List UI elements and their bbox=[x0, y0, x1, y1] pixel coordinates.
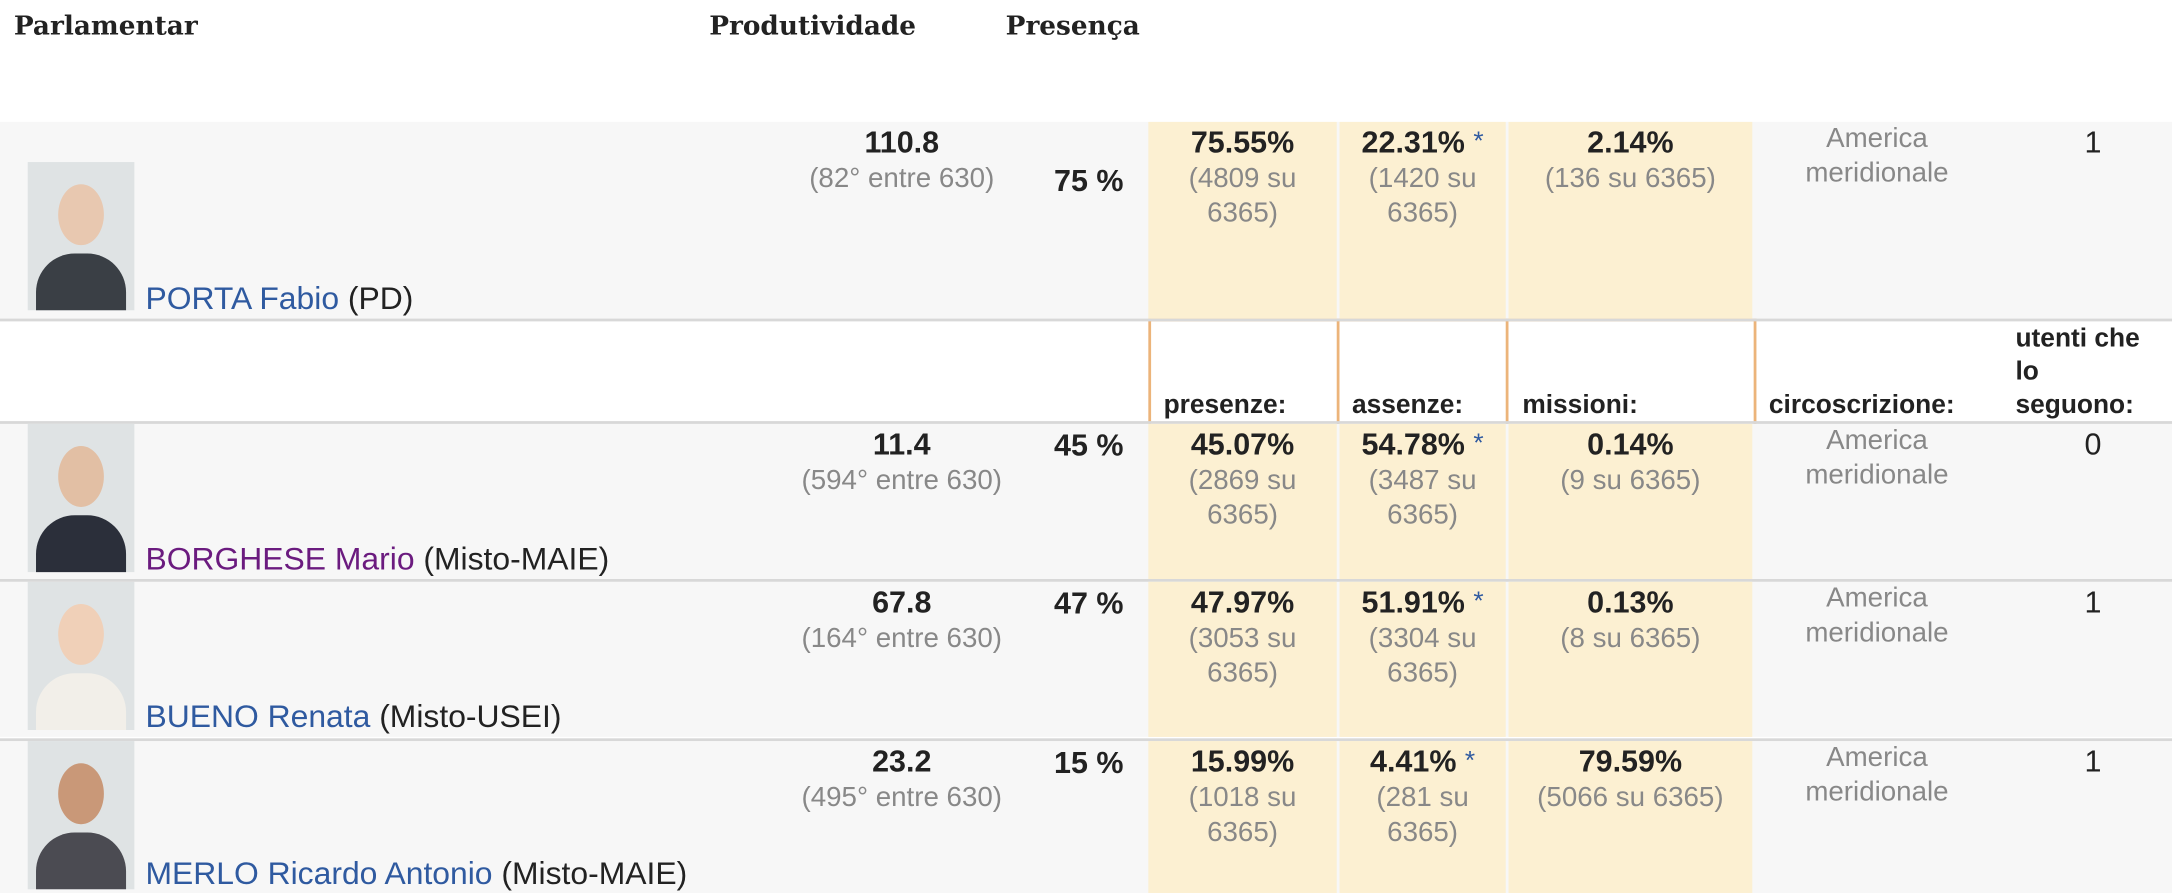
member-name: MERLO Ricardo Antonio (Misto-MAIE) bbox=[145, 855, 687, 892]
missioni-pct: 2.14% bbox=[1508, 125, 1752, 161]
label-circoscrizione: circoscrizione: bbox=[1769, 389, 1955, 422]
presenze-pct: 47.97% bbox=[1148, 585, 1336, 621]
photo-head bbox=[58, 446, 104, 507]
circoscrizione: America meridionale bbox=[1787, 424, 1967, 493]
followers: 1 bbox=[2036, 125, 2150, 161]
assenze-detail: (1420 su 6365) bbox=[1353, 162, 1492, 231]
label-presenze: presenze: bbox=[1164, 389, 1287, 422]
header-parlamentar[interactable]: Parlamentar bbox=[14, 11, 198, 41]
photo-body bbox=[36, 673, 126, 730]
productivity: 11.4 bbox=[763, 427, 1040, 463]
photo-body bbox=[36, 833, 126, 890]
assenze-mark[interactable]: * bbox=[1473, 429, 1483, 458]
photo-head bbox=[58, 763, 104, 824]
presenze-detail: (2869 su 6365) bbox=[1173, 464, 1312, 533]
label-assenze: assenze: bbox=[1352, 389, 1463, 422]
table: Parlamentar Produtividade Presença prese… bbox=[0, 0, 2172, 893]
missioni-detail: (9 su 6365) bbox=[1508, 464, 1752, 499]
row-separator bbox=[0, 319, 2172, 322]
productivity-rank: (82° entre 630) bbox=[763, 162, 1040, 197]
assenze-pct: 4.41% * bbox=[1339, 744, 1505, 780]
productivity-rank: (164° entre 630) bbox=[763, 622, 1040, 657]
assenze-pct: 22.31% * bbox=[1339, 125, 1505, 161]
member-name: PORTA Fabio (PD) bbox=[145, 280, 413, 317]
presenze-pct: 75.55% bbox=[1148, 125, 1336, 161]
assenze-mark[interactable]: * bbox=[1473, 127, 1483, 156]
label-missioni: missioni: bbox=[1522, 389, 1638, 422]
header-produtividade[interactable]: Produtividade bbox=[709, 11, 916, 41]
presence: 75 % bbox=[1033, 163, 1144, 199]
member-party: (Misto-MAIE) bbox=[423, 540, 609, 576]
member-link[interactable]: BUENO Renata bbox=[145, 698, 370, 734]
followers: 1 bbox=[2036, 585, 2150, 621]
member-name: BORGHESE Mario (Misto-MAIE) bbox=[145, 540, 609, 577]
photo[interactable] bbox=[28, 162, 135, 310]
member-link[interactable]: BORGHESE Mario bbox=[145, 540, 414, 576]
photo[interactable] bbox=[28, 741, 135, 889]
productivity: 110.8 bbox=[763, 125, 1040, 161]
header-presenca[interactable]: Presença bbox=[1006, 11, 1140, 41]
assenze-detail: (3487 su 6365) bbox=[1353, 464, 1492, 533]
photo[interactable] bbox=[28, 582, 135, 730]
presence: 15 % bbox=[1033, 745, 1144, 781]
member-link[interactable]: PORTA Fabio bbox=[145, 280, 339, 316]
presenze-detail: (3053 su 6365) bbox=[1173, 622, 1312, 691]
missioni-detail: (136 su 6365) bbox=[1508, 162, 1752, 197]
missioni-detail: (8 su 6365) bbox=[1508, 622, 1752, 657]
photo-body bbox=[36, 515, 126, 572]
productivity-rank: (594° entre 630) bbox=[763, 464, 1040, 499]
productivity: 67.8 bbox=[763, 585, 1040, 621]
presenze-pct: 15.99% bbox=[1148, 744, 1336, 780]
missioni-pct: 79.59% bbox=[1508, 744, 1752, 780]
photo-head bbox=[58, 184, 104, 245]
presenze-pct: 45.07% bbox=[1148, 427, 1336, 463]
member-party: (Misto-MAIE) bbox=[501, 855, 687, 891]
productivity-rank: (495° entre 630) bbox=[763, 781, 1040, 816]
member-link[interactable]: MERLO Ricardo Antonio bbox=[145, 855, 492, 891]
photo-head bbox=[58, 604, 104, 665]
missioni-detail: (5066 su 6365) bbox=[1508, 781, 1752, 816]
member-party: (Misto-USEI) bbox=[379, 698, 561, 734]
photo[interactable] bbox=[28, 424, 135, 572]
assenze-pct: 51.91% * bbox=[1339, 585, 1505, 621]
assenze-mark[interactable]: * bbox=[1473, 587, 1483, 616]
circoscrizione: America meridionale bbox=[1787, 741, 1967, 810]
member-party: (PD) bbox=[348, 280, 413, 316]
member-name: BUENO Renata (Misto-USEI) bbox=[145, 698, 561, 735]
circoscrizione: America meridionale bbox=[1787, 582, 1967, 651]
missioni-pct: 0.14% bbox=[1508, 427, 1752, 463]
followers: 0 bbox=[2036, 427, 2150, 463]
presence: 47 % bbox=[1033, 586, 1144, 622]
missioni-pct: 0.13% bbox=[1508, 585, 1752, 621]
page: Parlamentar Produtividade Presença prese… bbox=[0, 0, 2172, 893]
circoscrizione: America meridionale bbox=[1787, 122, 1967, 191]
assenze-detail: (281 su 6365) bbox=[1353, 781, 1492, 850]
assenze-pct: 54.78% * bbox=[1339, 427, 1505, 463]
presenze-detail: (4809 su 6365) bbox=[1173, 162, 1312, 231]
photo-body bbox=[36, 253, 126, 310]
presenze-detail: (1018 su 6365) bbox=[1173, 781, 1312, 850]
presence: 45 % bbox=[1033, 428, 1144, 464]
assenze-mark[interactable]: * bbox=[1465, 747, 1475, 776]
label-followers: utenti che lo seguono: bbox=[2015, 323, 2154, 423]
productivity: 23.2 bbox=[763, 744, 1040, 780]
followers: 1 bbox=[2036, 744, 2150, 780]
assenze-detail: (3304 su 6365) bbox=[1353, 622, 1492, 691]
